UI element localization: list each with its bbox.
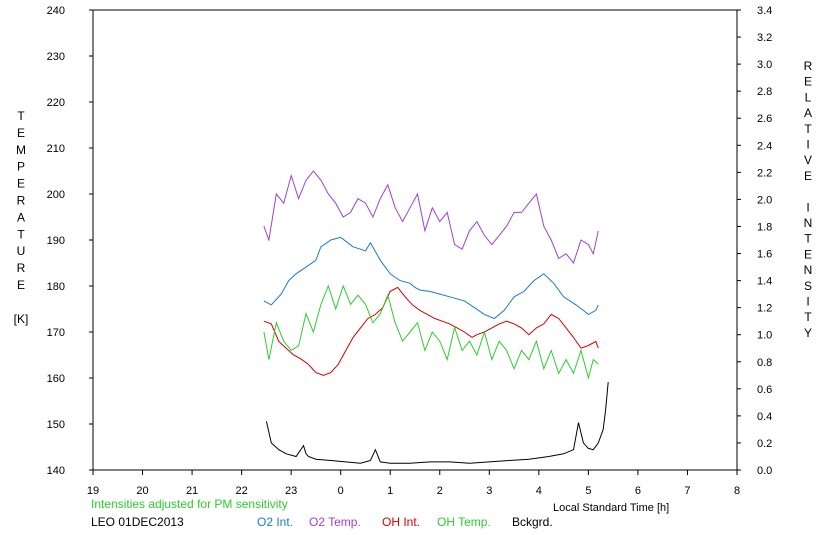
y2-axis-label-char: R — [804, 59, 813, 73]
y2-tick-label: 0.2 — [757, 438, 772, 450]
y-tick-label: 150 — [47, 419, 65, 431]
y2-tick-label: 3.4 — [757, 5, 772, 17]
y-axis-label-char: [K] — [14, 312, 29, 326]
x-tick-label: 3 — [486, 485, 492, 497]
y-tick-label: 240 — [47, 5, 65, 17]
y2-axis-label-char: I — [806, 200, 809, 214]
y2-tick-label: 0.6 — [757, 384, 772, 396]
legend-oh-temp: OH Temp. — [437, 515, 491, 529]
series-oh-temp-line — [263, 284, 599, 380]
y2-axis-label-char: E — [804, 75, 812, 89]
y-axis-label-char: U — [17, 244, 26, 258]
y2-axis-label-char: Y — [804, 326, 812, 340]
y-tick-label: 230 — [47, 51, 65, 63]
pm-sensitivity-note: Intensities adjusted for PM sensitivity — [91, 497, 288, 511]
legend-oh-int: OH Int. — [382, 515, 420, 529]
y-axis-label-char: T — [17, 227, 25, 241]
y2-tick-label: 1.8 — [757, 221, 772, 233]
y-tick-label: 200 — [47, 189, 65, 201]
x-tick-label: 6 — [635, 485, 641, 497]
y2-axis-label-char: T — [804, 310, 812, 324]
y-axis-label-char: T — [17, 109, 25, 123]
x-axis-ticks: 19 20 21 22 23 0 1 2 3 4 5 6 7 8 — [87, 470, 740, 497]
y-axis-label-char: R — [17, 261, 26, 275]
y2-axis-label-char: L — [805, 90, 812, 104]
y-axis-label-char: E — [17, 177, 25, 191]
series-layer — [263, 170, 609, 464]
y2-tick-label: 2.6 — [757, 113, 772, 125]
y-tick-label: 180 — [47, 281, 65, 293]
legend-o2-int: O2 Int. — [257, 515, 293, 529]
y-tick-label: 170 — [47, 327, 65, 339]
y-tick-label: 220 — [47, 97, 65, 109]
series-oh-int-line — [263, 286, 599, 376]
y-axis-label-char: E — [17, 126, 25, 140]
y2-axis-label-char: T — [804, 232, 812, 246]
y2-tick-label: 0.0 — [757, 465, 772, 477]
x-tick-label: 19 — [87, 485, 99, 497]
y-tick-label: 190 — [47, 235, 65, 247]
y2-tick-label: 1.0 — [757, 330, 772, 342]
x-tick-label: 21 — [186, 485, 198, 497]
y2-tick-label: 2.2 — [757, 167, 772, 179]
y2-axis-label-char: E — [804, 247, 812, 261]
y-axis-label-char: A — [17, 210, 25, 224]
x-tick-label: 2 — [437, 485, 443, 497]
y-tick-label: 140 — [47, 465, 65, 477]
y2-tick-label: 1.4 — [757, 276, 772, 288]
y2-tick-label: 3.2 — [757, 32, 772, 44]
y2-tick-label: 0.8 — [757, 357, 772, 369]
y2-tick-label: 3.0 — [757, 59, 772, 71]
y2-tick-label: 2.8 — [757, 86, 772, 98]
y-tick-label: 210 — [47, 143, 65, 155]
y-axis-label-char: P — [17, 160, 25, 174]
y2-axis-label-char: I — [806, 138, 809, 152]
series-o2-temp-line — [263, 170, 599, 265]
y2-tick-label: 1.6 — [757, 249, 772, 261]
y2-axis-label-char: N — [804, 263, 813, 277]
x-tick-label: 22 — [235, 485, 247, 497]
y2-axis-ticks: 0.0 0.2 0.4 0.6 0.8 1.0 1.2 1.4 1.6 1.8 2.0 2.2 2.4 2… — [737, 5, 772, 477]
y2-tick-label: 2.4 — [757, 140, 772, 152]
series-o2-int-line — [263, 236, 599, 320]
x-tick-label: 7 — [684, 485, 690, 497]
plot-frame — [92, 9, 738, 471]
series-bckgrd-line — [265, 382, 609, 464]
y2-axis-label-char: S — [804, 279, 812, 293]
x-tick-label: 5 — [585, 485, 591, 497]
y2-axis-label-char: A — [804, 106, 812, 120]
x-axis-label: Local Standard Time [h] — [553, 502, 669, 514]
station-date: LEO 01DEC2013 — [91, 515, 184, 529]
y2-tick-label: 1.2 — [757, 303, 772, 315]
y-axis-label-char: R — [17, 194, 26, 208]
y-axis-label-char: E — [17, 278, 25, 292]
x-tick-label: 20 — [136, 485, 148, 497]
x-tick-label: 4 — [536, 485, 542, 497]
y2-axis-label-char: T — [804, 122, 812, 136]
legend-bckgrd: Bckgrd. — [512, 515, 553, 529]
y2-tick-label: 2.0 — [757, 194, 772, 206]
x-tick-label: 23 — [285, 485, 297, 497]
y-axis-label-char: M — [16, 143, 26, 157]
y2-axis-label-char: V — [804, 153, 812, 167]
x-tick-label: 0 — [338, 485, 344, 497]
y2-axis-label-char: E — [804, 169, 812, 183]
y-axis-ticks: 140 150 160 170 180 190 200 210 220 230 240 — [47, 5, 93, 477]
x-tick-label: 1 — [387, 485, 393, 497]
y2-axis-label-char: N — [804, 216, 813, 230]
x-tick-label: 8 — [734, 485, 740, 497]
y2-axis-label-char: I — [806, 295, 809, 309]
legend-o2-temp: O2 Temp. — [309, 515, 361, 529]
y2-tick-label: 0.4 — [757, 411, 772, 423]
y-tick-label: 160 — [47, 373, 65, 385]
